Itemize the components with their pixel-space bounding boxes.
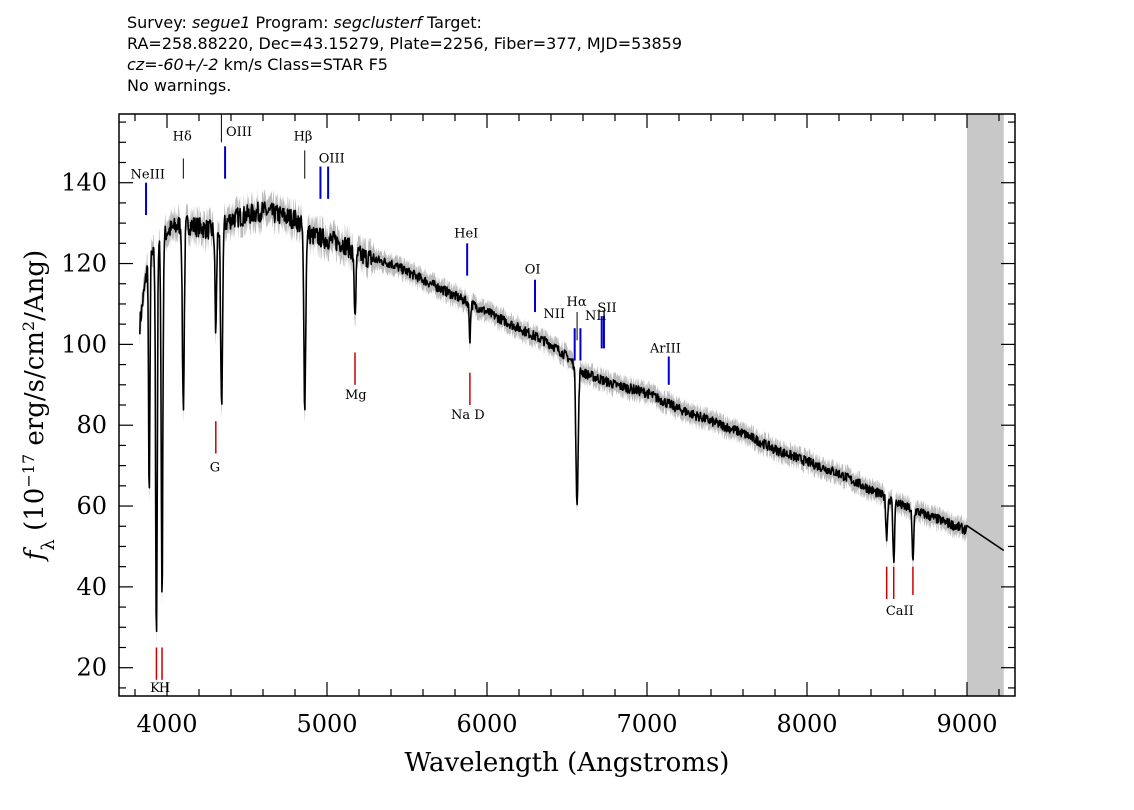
x-tick-label: 4000 (136, 710, 197, 738)
line-label: H (159, 681, 170, 696)
line-label: Hα (567, 295, 587, 310)
tick-labels: 4000 5000 6000 7000 8000 9000 20 40 60 80 100 120 14… (61, 169, 997, 738)
x-tick-label: 6000 (456, 710, 517, 738)
line-markers (145, 114, 914, 680)
line-label: SII (597, 301, 616, 316)
x-axis-title: Wavelength (Angstroms) (405, 748, 730, 778)
line-label: OIII (319, 152, 345, 167)
y-tick-label: 20 (76, 654, 107, 682)
x-tick-label: 8000 (776, 710, 837, 738)
y-tick-label: 60 (76, 492, 107, 520)
line-label: OIII (226, 125, 252, 140)
y-tick-label: 100 (61, 330, 107, 358)
y-tick-label: 120 (61, 250, 107, 278)
flux-series (139, 201, 1005, 633)
plot-frame (118, 113, 1016, 697)
line-label: K (150, 681, 160, 696)
line-label: Hβ (294, 129, 313, 144)
x-tick-label: 7000 (616, 710, 677, 738)
line-label: Na D (451, 408, 485, 423)
y-axis-title: fλ (10−17 erg/s/cm2/Ang) (19, 250, 59, 562)
x-tick-label: 9000 (936, 710, 997, 738)
header-line-2: RA=258.88220, Dec=43.15279, Plate=2256, … (127, 34, 683, 53)
line-label: NII (585, 309, 607, 324)
spectrum-header: Survey: segue1 Program: segclusterf Targ… (127, 12, 682, 96)
line-label: HeI (454, 226, 478, 241)
line-label: OI (525, 263, 541, 278)
axis-ticks (119, 114, 1015, 696)
y-tick-label: 80 (76, 411, 107, 439)
redshift-value: cz=-60+/-2 (127, 55, 219, 74)
line-label: CaII (886, 604, 914, 619)
masked-region (967, 114, 1004, 696)
line-label: NII (543, 307, 565, 322)
line-label: ArIII (649, 341, 681, 356)
header-line-4: No warnings. (127, 76, 232, 95)
error-band-area (139, 189, 967, 645)
line-label: G (210, 461, 220, 476)
program-name: segclusterf (333, 13, 422, 32)
header-line-1: Survey: segue1 Program: segclusterf Targ… (127, 13, 482, 32)
header-line-3: cz=-60+/-2 km/s Class=STAR F5 (127, 55, 388, 74)
y-tick-label: 140 (61, 169, 107, 197)
line-label: Mg (345, 388, 367, 403)
line-label: Hδ (173, 129, 192, 144)
survey-name: segue1 (191, 13, 251, 32)
error-band (139, 189, 967, 645)
flux-line (139, 201, 1005, 633)
masked-region-rect (967, 114, 1004, 696)
y-tick-label: 40 (76, 573, 107, 601)
x-tick-label: 5000 (296, 710, 357, 738)
line-label: NeIII (131, 168, 165, 183)
